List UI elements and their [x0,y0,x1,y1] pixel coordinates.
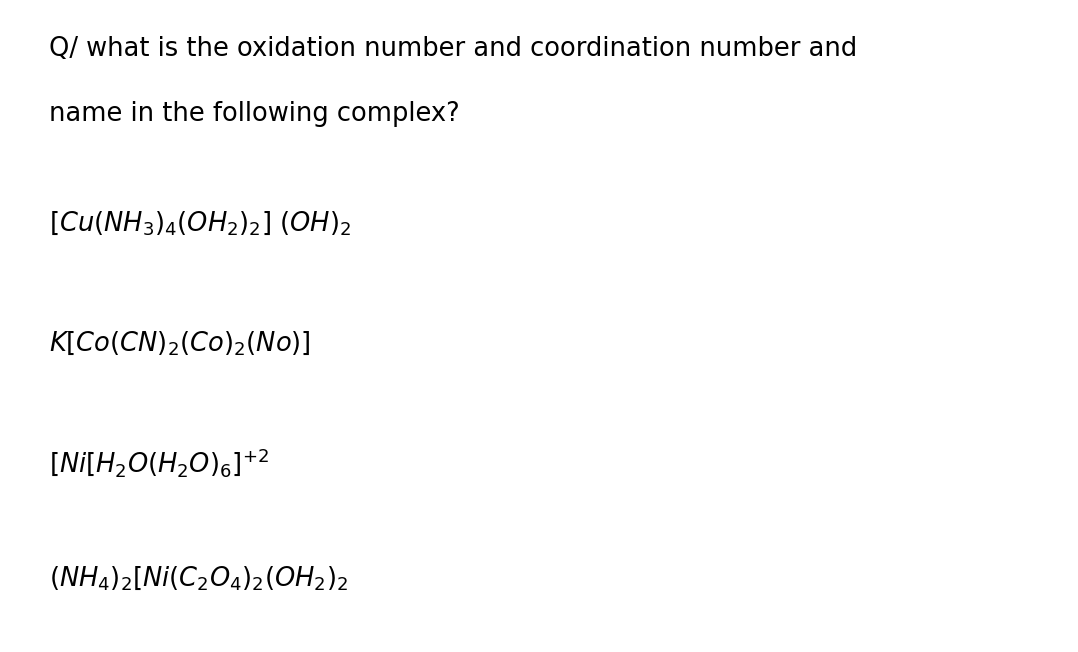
Text: $[Ni[H_2O(H_2O)_6]^{+2}$: $[Ni[H_2O(H_2O)_6]^{+2}$ [49,447,268,479]
Text: $[Cu(NH_3)_4(OH_2)_2]$ $(OH)_2$: $[Cu(NH_3)_4(OH_2)_2]$ $(OH)_2$ [49,209,350,237]
Text: $(NH_4)_2[Ni(C_2O_4)_2(OH_2)_2$: $(NH_4)_2[Ni(C_2O_4)_2(OH_2)_2$ [49,564,347,592]
Text: Q/ what is the oxidation number and coordination number and: Q/ what is the oxidation number and coor… [49,36,857,62]
Text: $K[Co(CN)_2(Co)_2(No)]$: $K[Co(CN)_2(Co)_2(No)]$ [49,329,310,357]
Text: name in the following complex?: name in the following complex? [49,101,459,127]
